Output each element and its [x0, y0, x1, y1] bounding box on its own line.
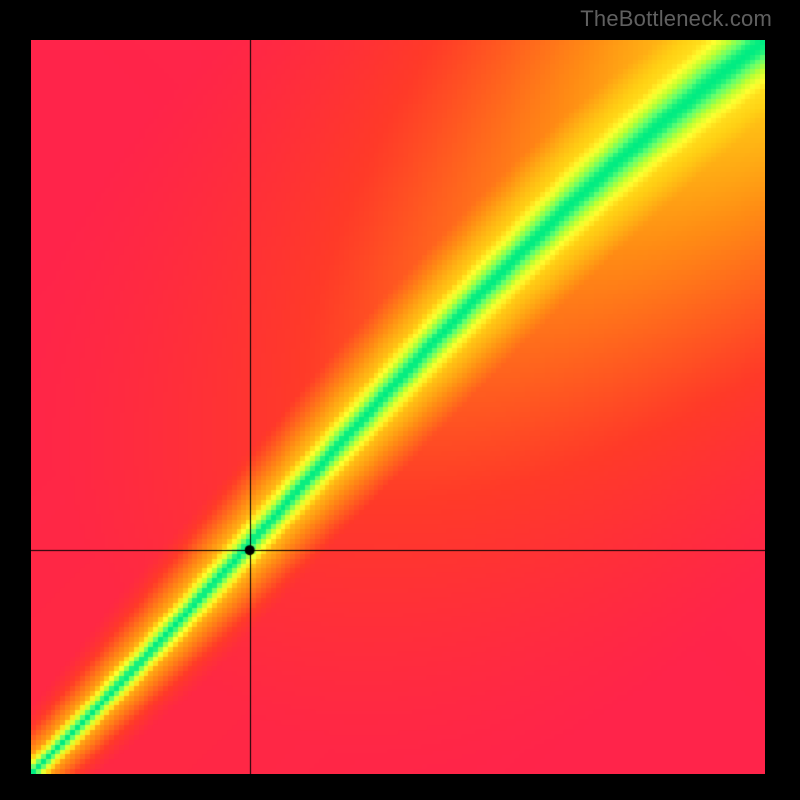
- plot-frame: [25, 34, 771, 780]
- chart-container: TheBottleneck.com: [0, 0, 800, 800]
- watermark-label: TheBottleneck.com: [580, 6, 772, 32]
- heatmap-canvas: [31, 40, 765, 774]
